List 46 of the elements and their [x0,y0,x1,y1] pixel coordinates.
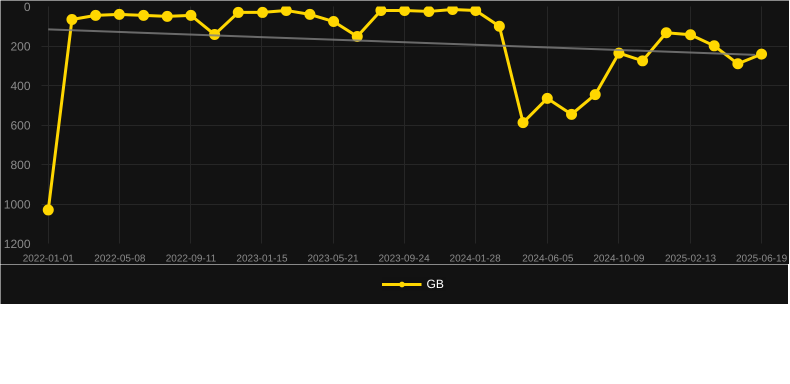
point [399,6,410,16]
y-tick-label: 0 [24,0,31,14]
point [138,10,150,21]
point [232,6,244,18]
point [257,6,268,18]
x-tick-label: 2023-05-21 [307,254,360,264]
point [328,16,340,27]
legend-label: GB [426,277,445,291]
point [423,6,434,17]
point [470,6,482,16]
point [162,10,173,22]
point [304,8,316,20]
x-tick-label: 2022-01-01 [22,254,74,264]
point [114,8,125,20]
x-tick-label: 2025-06-19 [736,254,788,264]
point [708,40,720,52]
point [518,117,529,128]
point [660,27,672,38]
point [280,6,292,16]
y-tick-label: 1000 [4,198,31,212]
x-tick-label: 2022-09-11 [166,254,217,264]
y-tick-label: 800 [10,158,31,172]
y-tick-label: 400 [10,79,31,93]
point [685,29,696,40]
y-tick-label: 200 [10,40,31,54]
x-tick-label: 2023-09-24 [378,254,430,264]
x-tick-label: 2022-05-08 [94,254,146,264]
x-tick-label: 2024-10-09 [593,254,645,264]
point [732,58,744,70]
point [590,89,601,100]
x-tick-label: 2024-01-28 [450,254,502,264]
point [637,55,648,66]
y-tick-label: 1200 [4,237,31,251]
x-tick-label: 2024-06-05 [522,254,574,264]
point [494,20,505,32]
point [756,48,768,60]
point [66,14,78,26]
point [90,10,102,21]
x-tick-label: 2025-02-13 [664,254,717,264]
point [185,10,196,21]
point [542,92,553,104]
x-tick-label: 2023-01-15 [236,254,288,264]
point [566,108,578,120]
point [375,6,386,16]
y-tick-label: 600 [10,118,31,132]
point [42,204,54,216]
